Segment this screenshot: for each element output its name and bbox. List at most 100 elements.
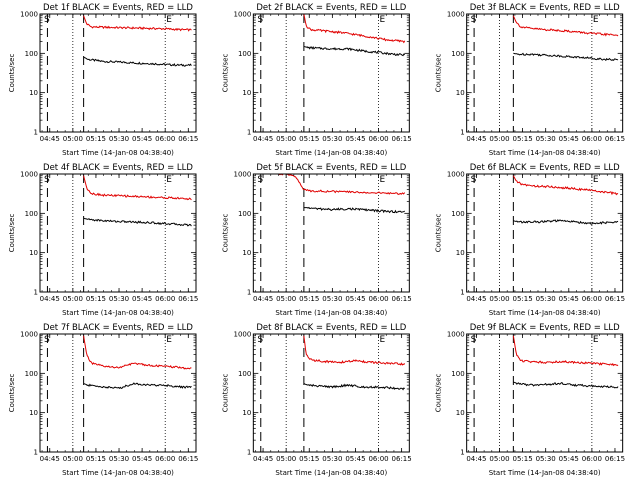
x-tick-label: 04:45: [466, 135, 486, 143]
chart-panel-3: Det 3f BLACK = Events, RED = LLD Counts/s…: [435, 3, 625, 157]
x-tick-label: 05:30: [536, 455, 556, 463]
x-tick-label: 04:45: [466, 455, 486, 463]
x-tick-label: 05:00: [63, 455, 83, 463]
y-tick-label: 1000: [20, 11, 38, 19]
x-tick-label: 04:45: [253, 295, 273, 303]
x-tick-label: 05:00: [63, 295, 83, 303]
chart-panel-2: Det 2f BLACK = Events, RED = LLD Counts/s…: [221, 3, 411, 157]
x-tick-label: 06:00: [155, 455, 175, 463]
events-series-line: [303, 383, 405, 391]
y-tick-label: 100: [238, 210, 251, 218]
events-series-line: [513, 219, 619, 225]
lld-series-line: [83, 335, 192, 370]
x-axis-label: Start Time (14-Jan-08 04:38:40): [275, 309, 387, 317]
end-marker-label: E: [380, 15, 386, 25]
y-tick-label: 10: [29, 409, 38, 417]
start-marker-label: S: [471, 335, 477, 345]
x-tick-label: 05:30: [109, 455, 129, 463]
start-marker-label: S: [44, 15, 50, 25]
y-tick-label: 1: [247, 449, 251, 457]
chart-title: Det 2f BLACK = Events, RED = LLD: [256, 3, 406, 13]
x-tick-label: 05:30: [322, 135, 342, 143]
chart-panel-9: Det 9f BLACK = Events, RED = LLD Counts/s…: [435, 323, 625, 477]
x-axis-label: Start Time (14-Jan-08 04:38:40): [489, 309, 601, 317]
start-marker-label: S: [257, 175, 263, 185]
y-tick-label: 100: [451, 370, 464, 378]
start-marker-label: S: [471, 175, 477, 185]
x-tick-label: 06:15: [178, 135, 198, 143]
plot-frame: [252, 13, 410, 133]
y-tick-label: 1: [460, 449, 464, 457]
start-marker-label: S: [44, 335, 50, 345]
y-tick-label: 100: [238, 50, 251, 58]
x-tick-label: 05:15: [86, 295, 106, 303]
end-marker-label: E: [593, 335, 599, 345]
x-tick-label: 05:15: [513, 455, 533, 463]
events-series-line: [83, 217, 192, 227]
chart-title: Det 3f BLACK = Events, RED = LLD: [470, 3, 620, 13]
x-tick-label: 05:00: [489, 455, 509, 463]
y-tick-label: 100: [451, 210, 464, 218]
x-tick-label: 05:45: [559, 135, 579, 143]
x-tick-label: 05:30: [322, 455, 342, 463]
x-tick-label: 04:45: [466, 295, 486, 303]
x-tick-label: 05:45: [132, 295, 152, 303]
chart-title: Det 7f BLACK = Events, RED = LLD: [43, 323, 193, 333]
chart-panel-5: Det 5f BLACK = Events, RED = LLD Counts/s…: [221, 163, 411, 317]
plot-frame: [466, 333, 624, 453]
x-tick-label: 05:30: [536, 135, 556, 143]
y-axis-label: Counts/sec: [8, 374, 16, 413]
plot-frame: [252, 333, 410, 453]
y-tick-label: 10: [456, 249, 465, 257]
y-axis-label: Counts/sec: [221, 54, 229, 93]
x-tick-label: 05:00: [276, 135, 296, 143]
x-axis-label: Start Time (14-Jan-08 04:38:40): [489, 149, 601, 157]
chart-title: Det 6f BLACK = Events, RED = LLD: [470, 163, 620, 173]
x-tick-label: 05:30: [109, 295, 129, 303]
y-tick-label: 100: [25, 210, 38, 218]
y-axis-label: Counts/sec: [435, 54, 443, 93]
x-tick-label: 05:45: [132, 455, 152, 463]
chart-panel-8: Det 8f BLACK = Events, RED = LLD Counts/s…: [221, 323, 411, 477]
x-axis-label: Start Time (14-Jan-08 04:38:40): [275, 149, 387, 157]
x-axis-label: Start Time (14-Jan-08 04:38:40): [62, 149, 174, 157]
start-marker-label: S: [471, 15, 477, 25]
x-tick-label: 05:45: [345, 135, 365, 143]
x-tick-label: 06:15: [392, 135, 412, 143]
y-tick-label: 10: [456, 89, 465, 97]
y-axis-label: Counts/sec: [435, 374, 443, 413]
x-tick-label: 05:00: [489, 135, 509, 143]
x-axis-label: Start Time (14-Jan-08 04:38:40): [62, 469, 174, 477]
events-series-line: [83, 56, 192, 67]
x-tick-label: 04:45: [40, 135, 60, 143]
y-axis-label: Counts/sec: [221, 214, 229, 253]
chart-title: Det 4f BLACK = Events, RED = LLD: [43, 163, 193, 173]
x-axis-label: Start Time (14-Jan-08 04:38:40): [275, 469, 387, 477]
end-marker-label: E: [166, 15, 172, 25]
y-tick-label: 1000: [20, 171, 38, 179]
x-tick-label: 04:45: [253, 135, 273, 143]
x-tick-label: 05:15: [513, 135, 533, 143]
x-tick-label: 05:00: [276, 295, 296, 303]
x-tick-label: 04:45: [253, 455, 273, 463]
y-tick-label: 100: [451, 50, 464, 58]
x-tick-label: 06:00: [368, 295, 388, 303]
x-tick-label: 05:00: [63, 135, 83, 143]
y-tick-label: 1: [247, 129, 251, 137]
x-tick-label: 05:15: [513, 295, 533, 303]
chart-panel-7: Det 7f BLACK = Events, RED = LLD Counts/s…: [8, 323, 198, 477]
lld-series-line: [512, 335, 619, 367]
chart-panel-1: Det 1f BLACK = Events, RED = LLD Counts/s…: [8, 3, 198, 157]
x-tick-label: 05:45: [559, 455, 579, 463]
events-series-line: [303, 206, 405, 214]
end-marker-label: E: [380, 335, 386, 345]
lld-series-line: [512, 175, 619, 196]
x-tick-label: 05:30: [536, 295, 556, 303]
x-tick-label: 05:15: [86, 135, 106, 143]
y-tick-label: 1000: [234, 171, 252, 179]
y-axis-label: Counts/sec: [221, 374, 229, 413]
x-tick-label: 05:45: [345, 295, 365, 303]
x-tick-label: 05:15: [86, 455, 106, 463]
y-tick-label: 1: [460, 129, 464, 137]
